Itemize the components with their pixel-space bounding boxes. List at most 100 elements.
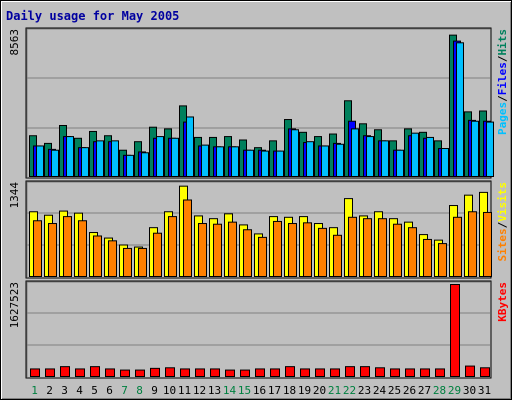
pages-bar xyxy=(471,120,479,177)
day-label: 18 xyxy=(283,384,296,397)
pages-bar xyxy=(351,128,359,177)
pages-bar xyxy=(441,148,449,177)
pages-bar xyxy=(336,143,344,177)
kbytes-bar xyxy=(210,368,220,377)
kbytes-bar xyxy=(255,368,265,377)
pages-bar xyxy=(141,152,149,178)
day-label: 21 xyxy=(328,384,341,397)
day-label: 19 xyxy=(298,384,311,397)
legend-entry: / xyxy=(496,221,509,228)
pages-bar xyxy=(291,129,299,177)
sites-bar xyxy=(288,223,297,277)
sites-bar xyxy=(198,223,207,277)
pages-bar xyxy=(186,116,194,177)
plot-area-bottom xyxy=(25,280,492,379)
pages-bar xyxy=(366,136,374,177)
kbytes-bar xyxy=(120,369,130,377)
sites-bar xyxy=(63,216,72,278)
day-label: 22 xyxy=(343,384,356,397)
sites-bar xyxy=(138,247,147,277)
day-label: 13 xyxy=(208,384,221,397)
pages-bar xyxy=(396,149,404,178)
pages-bar xyxy=(216,146,224,177)
kbytes-bar xyxy=(195,368,205,377)
day-label: 28 xyxy=(433,384,446,397)
sites-bar xyxy=(393,223,402,277)
day-label: 31 xyxy=(478,384,491,397)
kbytes-bar xyxy=(360,366,370,377)
sites-bar xyxy=(363,218,372,277)
day-label: 25 xyxy=(388,384,401,397)
day-label: 15 xyxy=(238,384,251,397)
kbytes-bar xyxy=(90,366,100,377)
pages-bar xyxy=(36,145,44,178)
kbytes-bar xyxy=(330,368,340,377)
kbytes-bar xyxy=(240,369,250,377)
sites-bar xyxy=(258,236,267,278)
day-label: 26 xyxy=(403,384,416,397)
kbytes-bar xyxy=(105,368,115,377)
legend-entry: Sites xyxy=(496,228,509,261)
y-max-label: 1344 xyxy=(8,182,21,209)
day-label: 3 xyxy=(61,384,68,397)
kbytes-bar xyxy=(30,368,40,377)
pages-bar xyxy=(81,147,89,177)
sites-bar xyxy=(153,232,162,277)
y-max-label: 8563 xyxy=(8,29,21,56)
kbytes-bar xyxy=(45,368,55,377)
kbytes-bar xyxy=(390,368,400,377)
kbytes-bar xyxy=(285,366,295,377)
pages-bar xyxy=(171,137,179,178)
pages-bar xyxy=(126,154,134,177)
kbytes-bar xyxy=(75,368,85,377)
sites-bar xyxy=(333,234,342,277)
pages-bar xyxy=(246,149,254,178)
day-label: 23 xyxy=(358,384,371,397)
kbytes-bar xyxy=(405,368,415,377)
kbytes-bar xyxy=(135,369,145,377)
day-label: 20 xyxy=(313,384,326,397)
pages-bar xyxy=(66,136,74,177)
legend-bottom: KBytes xyxy=(496,282,509,322)
kbytes-bar xyxy=(480,367,490,378)
day-label: 5 xyxy=(91,384,98,397)
legend-entry: Pages xyxy=(496,102,509,135)
sites-bar xyxy=(408,227,417,278)
legend-top: Pages/Files/Hits xyxy=(496,29,509,135)
day-label: 27 xyxy=(418,384,431,397)
kbytes-bar xyxy=(165,367,175,378)
kbytes-bar xyxy=(450,284,460,377)
sites-bar xyxy=(168,216,177,278)
kbytes-bar xyxy=(60,366,70,377)
pages-bar xyxy=(201,144,209,178)
sites-bar xyxy=(483,211,492,277)
day-label: 9 xyxy=(151,384,158,397)
day-label: 29 xyxy=(448,384,461,397)
sites-bar xyxy=(303,222,312,278)
sites-bar xyxy=(78,220,87,277)
day-label: 4 xyxy=(76,384,83,397)
legend-entry: Visits xyxy=(496,182,509,222)
sites-bar xyxy=(468,211,477,278)
sites-bar xyxy=(183,199,192,277)
pages-bar xyxy=(156,136,164,177)
sites-bar xyxy=(108,240,117,278)
day-label: 7 xyxy=(121,384,128,397)
pages-bar xyxy=(381,140,389,177)
sites-bar xyxy=(423,238,432,278)
sites-bar xyxy=(243,229,252,278)
day-label: 30 xyxy=(463,384,476,397)
day-label: 6 xyxy=(106,384,113,397)
pages-bar xyxy=(456,42,464,177)
day-label: 12 xyxy=(193,384,206,397)
pages-bar xyxy=(111,140,119,177)
day-label: 14 xyxy=(223,384,237,397)
legend-entry: Hits xyxy=(496,29,509,56)
pages-bar xyxy=(411,132,419,177)
pages-bar xyxy=(276,150,284,177)
pages-bar xyxy=(486,121,494,178)
sites-bar xyxy=(93,235,102,278)
pages-bar xyxy=(51,149,59,178)
